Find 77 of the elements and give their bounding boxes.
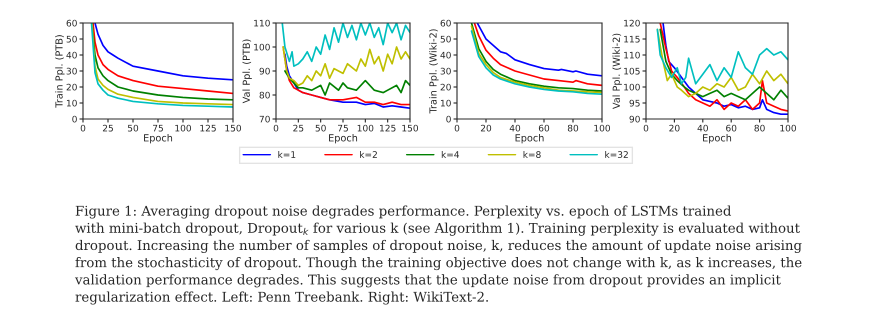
y-tick-label: 40 xyxy=(440,52,451,59)
legend-label: k=1 xyxy=(278,150,296,158)
x-tick-label: 50 xyxy=(316,124,326,132)
x-tick-label: 20 xyxy=(669,124,680,132)
x-tick-label: 60 xyxy=(726,124,736,132)
y-axis-title: Val Ppl. (PTB) xyxy=(242,40,252,104)
x-axis-title: Epoch xyxy=(144,134,172,144)
y-tick-label: 90 xyxy=(260,68,270,75)
y-tick-label: 95 xyxy=(630,100,640,107)
x-tick-label: 20 xyxy=(480,124,492,132)
line-series xyxy=(476,23,602,77)
x-tick-label: 50 xyxy=(128,124,138,132)
y-tick-label: 90 xyxy=(630,116,640,123)
y-axis-title: Train Ppl. (Wiki-2) xyxy=(429,29,439,114)
y-tick-label: 60 xyxy=(66,20,77,27)
y-tick-label: 70 xyxy=(260,116,270,123)
caption: Figure 1: Averaging dropout noise degrades performance. Perplexity vs. epoch of LSTMs trained xyxy=(76,205,732,219)
text: regularization effect. Left: Penn Treebank. Right: WikiText-2. xyxy=(75,291,488,305)
x-tick-label: 100 xyxy=(358,124,374,132)
x-tick-label: 125 xyxy=(380,124,396,132)
y-tick-label: 80 xyxy=(260,92,270,99)
y-axis-title: Train Ppl. (PTB) xyxy=(55,35,65,108)
line-series xyxy=(281,23,410,68)
y-tick-label: 110 xyxy=(254,20,270,27)
legend-label: k=32 xyxy=(605,150,628,158)
x-axis-title: Epoch xyxy=(516,134,544,144)
x-tick-label: 80 xyxy=(568,124,578,132)
x-axis-title: Epoch xyxy=(329,134,358,144)
x-tick-label: 150 xyxy=(402,124,418,132)
x-tick-label: 125 xyxy=(200,124,216,132)
y-tick-label: 30 xyxy=(66,68,77,75)
y-tick-label: 20 xyxy=(440,84,451,91)
y-axis-title: Val Ppl. (Wiki-2) xyxy=(612,34,622,110)
y-tick-label: 10 xyxy=(66,100,77,107)
x-tick-label: 25 xyxy=(293,124,304,132)
y-tick-label: 0 xyxy=(446,116,451,123)
x-tick-label: 0 xyxy=(80,124,86,132)
x-tick-label: 0 xyxy=(454,124,460,132)
x-tick-label: 75 xyxy=(152,124,163,132)
y-tick-label: 20 xyxy=(66,84,77,91)
x-tick-label: 0 xyxy=(274,124,278,132)
x-tick-label: 100 xyxy=(594,124,610,132)
x-tick-label: 25 xyxy=(102,124,113,132)
legend-label: k=4 xyxy=(442,150,460,158)
y-tick-label: 100 xyxy=(254,44,270,51)
line-series xyxy=(94,23,233,81)
y-tick-label: 120 xyxy=(624,20,640,27)
text: from the stochasticity of dropout. Though the training objective does not change with k, as k increases, the xyxy=(75,257,802,270)
y-tick-label: 105 xyxy=(624,68,640,75)
x-tick-label: 0 xyxy=(644,124,648,132)
text: with mini-batch dropout, Dropout$_{k}$ for various k (see Algorithm 1). Training perplexity is evaluated without xyxy=(75,222,800,236)
x-tick-label: 100 xyxy=(175,124,192,132)
y-tick-label: 50 xyxy=(66,36,77,43)
line-series xyxy=(284,70,410,96)
x-tick-label: 150 xyxy=(225,124,242,132)
x-tick-label: 100 xyxy=(780,124,796,132)
line-series xyxy=(656,28,788,85)
y-tick-label: 30 xyxy=(440,68,451,75)
x-tick-label: 40 xyxy=(510,124,520,132)
x-tick-label: 40 xyxy=(698,124,708,132)
x-tick-label: 60 xyxy=(538,124,550,132)
y-tick-label: 60 xyxy=(440,20,451,27)
y-tick-label: 0 xyxy=(72,116,77,123)
x-tick-label: 75 xyxy=(338,124,348,132)
line-series xyxy=(282,46,410,86)
y-tick-label: 110 xyxy=(624,52,640,59)
legend-label: k=8 xyxy=(524,150,541,158)
legend-label: k=2 xyxy=(360,150,377,158)
y-tick-label: 10 xyxy=(440,100,451,107)
text: dropout. Increasing the number of samples of dropout noise, k, reduces the amount of update noise arising xyxy=(76,240,802,253)
y-tick-label: 100 xyxy=(624,84,640,91)
y-tick-label: 40 xyxy=(66,52,77,59)
text: validation performance degrades. This suggests that the update noise from dropout provides an implicit xyxy=(74,274,781,288)
x-axis-title: Epoch xyxy=(703,134,732,144)
y-tick-label: 115 xyxy=(624,36,640,43)
y-tick-label: 50 xyxy=(440,36,451,43)
x-tick-label: 80 xyxy=(754,124,765,132)
